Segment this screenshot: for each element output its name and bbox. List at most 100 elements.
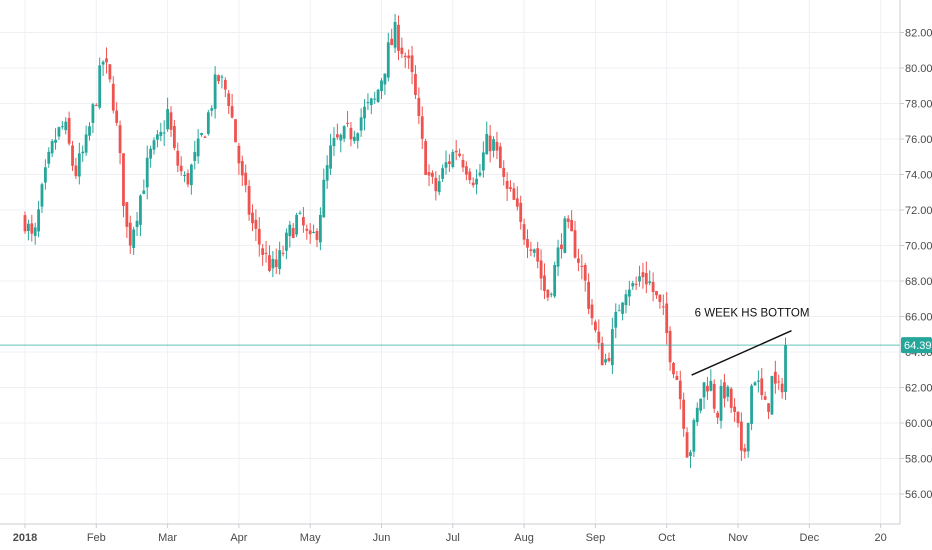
- candle-body: [780, 383, 784, 393]
- candle-body: [132, 229, 136, 248]
- candle-body: [145, 157, 149, 188]
- candle-body: [709, 380, 713, 391]
- candle-body: [30, 223, 34, 234]
- candle-body: [37, 209, 40, 232]
- candle-body: [617, 310, 621, 312]
- candle-body: [672, 362, 675, 375]
- candle-body: [91, 104, 95, 123]
- candle-body: [668, 330, 672, 363]
- candle-body: [366, 102, 370, 104]
- candle-body: [50, 141, 54, 154]
- candle-body: [746, 422, 750, 452]
- candle-body: [268, 255, 271, 271]
- candle-body: [692, 420, 696, 452]
- chart-grid: [0, 0, 900, 524]
- candle-body: [352, 136, 356, 141]
- candle-body: [532, 249, 536, 253]
- x-tick-label: Aug: [514, 532, 534, 544]
- candle-body: [176, 150, 180, 166]
- candle-body: [349, 127, 353, 140]
- candle-body: [448, 161, 451, 164]
- candle-body: [295, 214, 299, 235]
- candle-body: [257, 228, 261, 245]
- candle-body: [203, 136, 207, 138]
- x-tick-label: Mar: [158, 532, 177, 544]
- candle-body: [651, 281, 655, 293]
- candle-body: [128, 222, 132, 246]
- x-tick-label: Apr: [230, 532, 247, 544]
- candle-body: [179, 165, 183, 172]
- candle-body: [695, 407, 699, 423]
- candle-body: [515, 198, 519, 207]
- candle-body: [590, 304, 594, 319]
- candle-body: [281, 252, 285, 254]
- candle-body: [264, 252, 268, 254]
- candle-body: [118, 125, 122, 154]
- candle-body: [424, 141, 428, 175]
- candle-body: [729, 388, 733, 408]
- candle-body: [339, 134, 343, 141]
- candle-body: [125, 202, 129, 227]
- candle-body: [594, 321, 597, 331]
- candle-body: [298, 212, 302, 214]
- candle-body: [189, 164, 193, 186]
- candle-body: [573, 230, 577, 258]
- candle-body: [661, 306, 665, 308]
- candle-body: [784, 345, 787, 393]
- x-axis: 2018 Feb Mar Apr May Jun Jul Aug Sep Oct Nov Dec 20: [13, 524, 887, 544]
- last-price-label: 64.39: [904, 340, 932, 352]
- candle-body: [139, 195, 142, 225]
- candle-body: [346, 122, 349, 124]
- candle-body: [492, 139, 495, 151]
- candle-body: [105, 58, 108, 63]
- candle-body: [108, 64, 112, 80]
- candle-body: [417, 97, 421, 117]
- candle-body: [543, 275, 546, 291]
- candle-body: [325, 165, 329, 181]
- candle-body: [213, 74, 217, 109]
- candle-body: [750, 385, 753, 424]
- candle-body: [71, 145, 74, 166]
- candle-body: [335, 134, 339, 138]
- candle-body: [702, 382, 706, 398]
- candle-body: [539, 260, 543, 279]
- y-tick-label: 60.00: [905, 418, 932, 430]
- candle-body: [162, 132, 166, 134]
- candle-body: [689, 452, 692, 456]
- candle-body: [101, 61, 105, 65]
- candle-body: [308, 230, 312, 235]
- x-tick-label: May: [300, 532, 321, 544]
- y-tick-label: 56.00: [905, 489, 932, 501]
- candle-body: [437, 181, 441, 193]
- candle-body: [675, 375, 679, 380]
- candle-body: [74, 165, 78, 177]
- candle-body: [756, 380, 760, 382]
- candle-body: [760, 378, 764, 396]
- candle-body: [240, 160, 244, 176]
- candle-body: [81, 151, 85, 154]
- candle-body: [621, 302, 624, 314]
- candle-body: [247, 186, 251, 215]
- candle-body: [64, 121, 68, 131]
- candle-body: [210, 108, 214, 111]
- candle-body: [454, 150, 458, 153]
- candle-body: [607, 358, 611, 361]
- candle-body: [739, 421, 743, 451]
- candle-body: [172, 125, 176, 148]
- candle-body: [57, 127, 61, 137]
- candle-body: [526, 239, 529, 248]
- candle-body: [373, 98, 377, 100]
- candle-body: [407, 55, 411, 59]
- candle-body: [356, 133, 360, 141]
- candle-series: [23, 13, 787, 468]
- candle-body: [67, 117, 71, 144]
- candle-body: [318, 214, 322, 243]
- candle-body: [94, 105, 98, 107]
- candle-body: [777, 381, 781, 383]
- y-tick-label: 58.00: [905, 454, 932, 466]
- candle-body: [220, 76, 224, 78]
- candle-body: [556, 247, 560, 267]
- candle-body: [461, 159, 465, 168]
- candle-body: [315, 231, 319, 240]
